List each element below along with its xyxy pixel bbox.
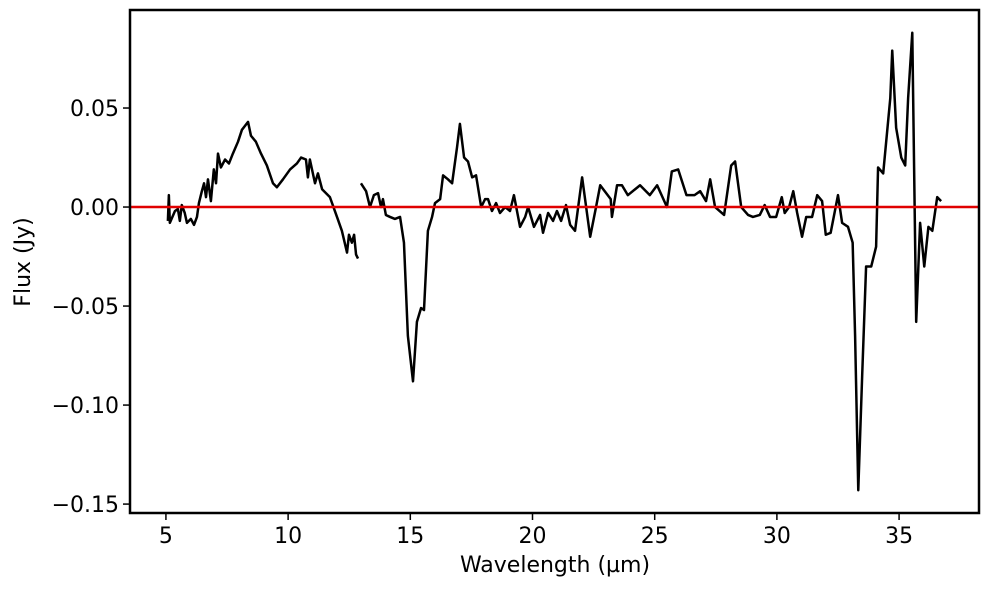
x-tick-label: 10 — [274, 524, 302, 549]
x-tick-label: 20 — [519, 524, 547, 549]
y-tick-label: −0.10 — [52, 394, 119, 419]
x-axis-label: Wavelength (µm) — [460, 553, 650, 578]
x-tick-label: 15 — [396, 524, 424, 549]
y-axis-label: Flux (Jy) — [11, 217, 36, 306]
data-line — [166, 31, 943, 492]
x-tick-label: 25 — [641, 524, 669, 549]
y-tick-label: 0.05 — [70, 97, 119, 122]
x-tick-label: 5 — [159, 524, 173, 549]
y-tick-label: −0.15 — [52, 493, 119, 518]
x-tick-label: 35 — [885, 524, 913, 549]
plot-frame — [128, 8, 981, 515]
x-tick-label: 30 — [763, 524, 791, 549]
y-tick-label: 0.00 — [70, 196, 119, 221]
y-tick-label: −0.05 — [52, 295, 119, 320]
